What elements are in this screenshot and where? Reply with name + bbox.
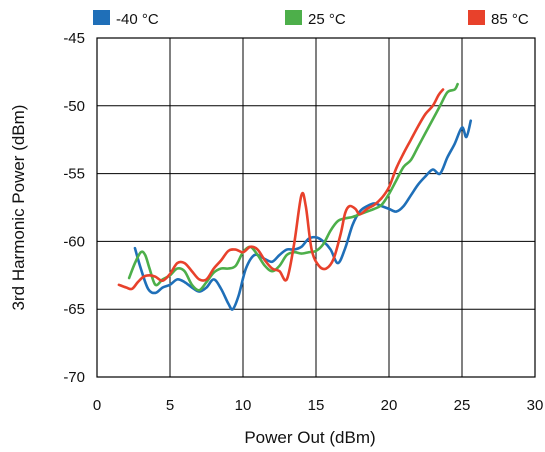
x-tick-label: 15 xyxy=(308,397,325,414)
legend-swatch xyxy=(93,10,110,25)
legend-item-2: 85 °C xyxy=(468,10,529,28)
x-tick-label: 20 xyxy=(381,397,398,414)
x-tick-label: 0 xyxy=(93,397,101,414)
series-line-1 xyxy=(127,82,459,292)
y-tick-label: -60 xyxy=(63,233,85,250)
y-axis-tick-labels: -45 -50 -55 -60 -65 -70 xyxy=(63,30,85,386)
x-axis-tick-labels: 0 5 10 15 20 25 30 xyxy=(93,397,544,414)
y-tick-label: -45 xyxy=(63,30,85,47)
x-axis-title: Power Out (dBm) xyxy=(244,428,375,447)
x-tick-label: 30 xyxy=(527,397,544,414)
x-tick-label: 25 xyxy=(454,397,471,414)
plot-frame xyxy=(96,37,536,378)
legend-label: 85 °C xyxy=(491,11,529,28)
legend: -40 °C 25 °C 85 °C xyxy=(93,10,529,28)
y-tick-label: -50 xyxy=(63,98,85,115)
y-tick-label: -65 xyxy=(63,301,85,318)
legend-label: 25 °C xyxy=(308,11,346,28)
legend-label: -40 °C xyxy=(116,11,159,28)
y-tick-label: -70 xyxy=(63,369,85,386)
series-line-2 xyxy=(117,88,445,291)
x-tick-label: 10 xyxy=(235,397,252,414)
plot-grid xyxy=(96,37,536,378)
y-tick-label: -55 xyxy=(63,166,85,183)
legend-item-0: -40 °C xyxy=(93,10,159,28)
series-layer xyxy=(117,82,473,311)
x-tick-label: 5 xyxy=(166,397,174,414)
y-axis-title: 3rd Harmonic Power (dBm) xyxy=(9,105,28,311)
series-line-0 xyxy=(133,119,473,311)
legend-item-1: 25 °C xyxy=(285,10,346,28)
legend-swatch xyxy=(285,10,302,25)
legend-swatch xyxy=(468,10,485,25)
